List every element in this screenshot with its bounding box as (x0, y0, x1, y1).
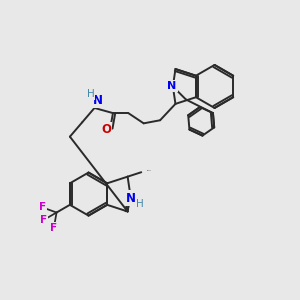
Text: N: N (126, 192, 136, 205)
Text: F: F (38, 202, 46, 212)
Text: F: F (50, 223, 57, 233)
Text: H: H (86, 88, 94, 99)
Text: O: O (101, 123, 111, 136)
Text: F: F (40, 215, 47, 225)
Text: H: H (136, 199, 143, 209)
Text: N: N (93, 94, 103, 107)
Text: N: N (167, 81, 176, 91)
Text: methyl: methyl (146, 170, 151, 171)
